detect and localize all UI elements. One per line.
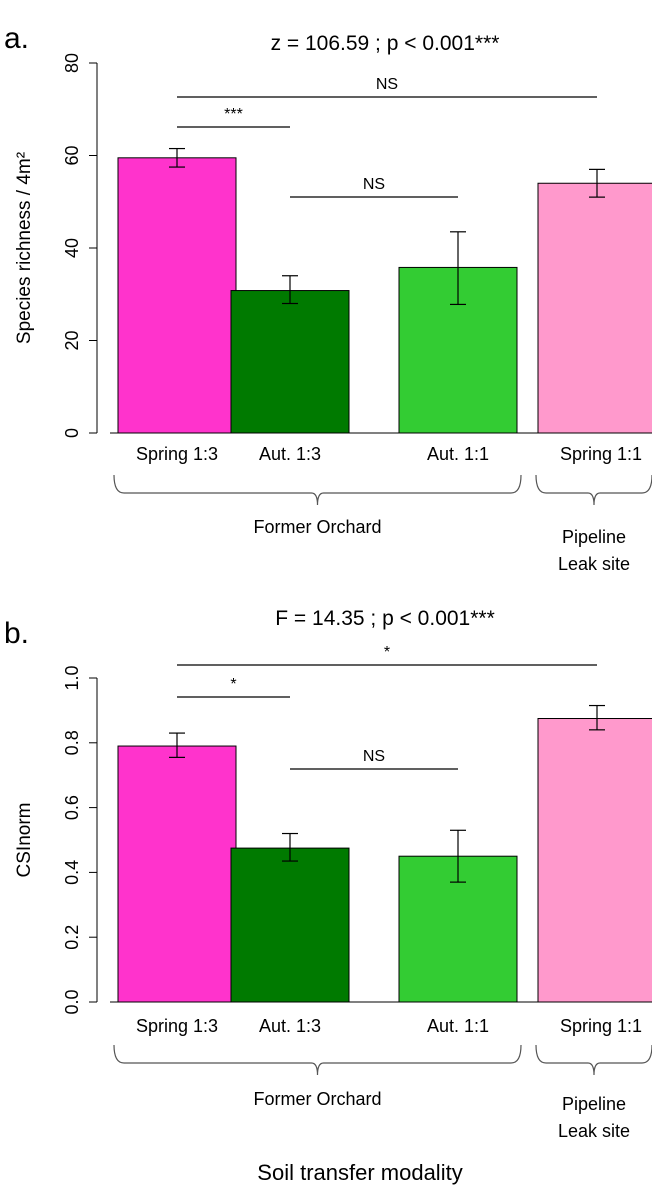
bar (537, 718, 652, 1003)
y-axis-label: Species richness / 4m² (14, 152, 35, 344)
group-bracket-former-orchard (113, 1044, 522, 1076)
y-tick-label: 80 (62, 53, 82, 73)
y-tick-label: 0.4 (62, 860, 82, 885)
group-bracket-former-orchard (113, 474, 522, 506)
x-tick-label: Aut. 1:3 (259, 1016, 321, 1036)
y-tick-label: 0.6 (62, 795, 82, 820)
y-tick-label: 40 (62, 238, 82, 258)
bar (117, 157, 237, 434)
x-tick-label: Spring 1:3 (136, 444, 218, 464)
comparison-label: NS (363, 748, 385, 765)
group-label-pipeline-line2: Leak site (558, 554, 630, 574)
x-tick-label: Spring 1:3 (136, 1016, 218, 1036)
x-tick-label: Spring 1:1 (560, 1016, 642, 1036)
group-bracket-pipeline (535, 1044, 652, 1076)
y-tick-label: 20 (62, 330, 82, 350)
group-label-pipeline-line2: Leak site (558, 1121, 630, 1141)
group-label-former-orchard: Former Orchard (253, 517, 381, 537)
y-tick-label: 0.2 (62, 925, 82, 950)
bar (230, 290, 350, 434)
group-label-former-orchard: Former Orchard (253, 1089, 381, 1109)
x-axis-title: Soil transfer modality (257, 1160, 462, 1185)
y-tick-label: 1.0 (62, 665, 82, 690)
bar (230, 847, 350, 1003)
y-tick-label: 0.0 (62, 989, 82, 1014)
y-tick-label: 0 (62, 428, 82, 438)
comparison-label: *** (224, 106, 243, 123)
y-tick-label: 60 (62, 145, 82, 165)
y-tick-label: 0.8 (62, 730, 82, 755)
bar (117, 745, 237, 1003)
comparison-label: * (384, 644, 390, 661)
group-bracket-pipeline (535, 474, 652, 506)
comparison-label: NS (376, 76, 398, 93)
chart-title: z = 106.59 ; p < 0.001*** (271, 32, 500, 55)
x-tick-label: Spring 1:1 (560, 444, 642, 464)
panel-label: a. (4, 22, 29, 55)
x-tick-label: Aut. 1:1 (427, 444, 489, 464)
panel-b: b. F = 14.35 ; p < 0.001*** 0.0 0.2 0.4 0.6 0.… (4, 607, 652, 1141)
bar (537, 182, 652, 434)
panel-label: b. (4, 617, 29, 650)
group-label-pipeline-line1: Pipeline (562, 527, 626, 547)
x-tick-label: Aut. 1:3 (259, 444, 321, 464)
comparison-label: * (230, 676, 236, 693)
chart-title: F = 14.35 ; p < 0.001*** (275, 607, 495, 630)
group-label-pipeline-line1: Pipeline (562, 1094, 626, 1114)
y-axis-label: CSInorm (14, 803, 35, 878)
x-tick-label: Aut. 1:1 (427, 1016, 489, 1036)
comparison-label: NS (363, 176, 385, 193)
panel-a: a. z = 106.59 ; p < 0.001*** 0 20 40 60 80 Spec… (4, 22, 652, 574)
